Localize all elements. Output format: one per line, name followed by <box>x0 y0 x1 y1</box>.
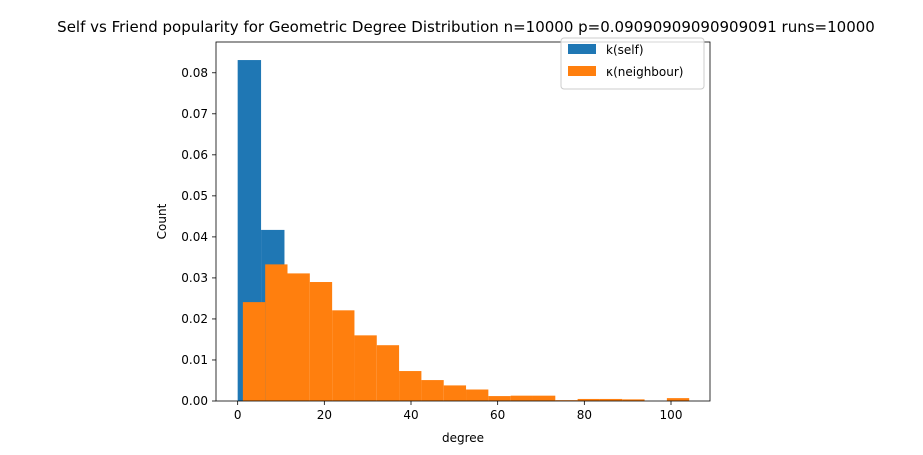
neighbour-bar-3 <box>287 273 310 401</box>
neighbour-bar-16 <box>577 398 600 401</box>
x-tick-label: 20 <box>317 408 332 422</box>
y-tick-label: 0.06 <box>181 148 208 162</box>
x-axis-ticks: 0 20 40 60 80 100 <box>234 401 683 422</box>
x-axis-label: degree <box>442 431 484 445</box>
legend-swatch-self <box>568 44 596 54</box>
neighbour-bar-12 <box>488 396 511 401</box>
legend-box <box>560 37 705 90</box>
neighbour-bar-14 <box>532 395 556 401</box>
neighbour-bar-2 <box>265 264 288 401</box>
y-tick-label: 0.05 <box>181 189 208 203</box>
neighbour-bar-9 <box>421 380 444 401</box>
x-tick-label: 100 <box>660 408 683 422</box>
legend-label-self: k(self) <box>606 43 644 57</box>
chart-title: Self vs Friend popularity for Geometric … <box>57 18 875 36</box>
neighbour-bar-17 <box>599 398 623 401</box>
neighbour-bar-20 <box>666 398 690 401</box>
x-tick-label: 40 <box>403 408 418 422</box>
legend-swatch-neighbour <box>568 66 596 76</box>
neighbour-bar-18 <box>622 399 645 401</box>
x-tick-label: 60 <box>490 408 505 422</box>
y-tick-label: 0.07 <box>181 107 208 121</box>
series-neighbour-bars <box>242 264 690 401</box>
neighbour-bar-11 <box>466 389 489 401</box>
neighbour-bar-4 <box>309 282 333 401</box>
y-tick-label: 0.08 <box>181 66 208 80</box>
neighbour-bar-13 <box>510 395 533 401</box>
legend-label-neighbour: κ(neighbour) <box>606 65 683 79</box>
y-tick-label: 0.03 <box>181 271 208 285</box>
plot-frame <box>215 41 711 402</box>
y-axis-ticks: 0.00 0.01 0.02 0.03 0.04 0.05 0.06 0.07 0.08 <box>181 66 216 408</box>
y-axis-label: Count <box>155 203 169 239</box>
neighbour-bar-1 <box>242 302 266 401</box>
neighbour-bar-7 <box>376 345 400 401</box>
y-tick-label: 0.04 <box>181 230 208 244</box>
y-tick-label: 0.01 <box>181 353 208 367</box>
x-tick-label: 80 <box>577 408 592 422</box>
neighbour-bar-15 <box>555 400 578 401</box>
neighbour-bar-8 <box>399 371 422 401</box>
y-tick-label: 0.02 <box>181 312 208 326</box>
neighbour-bar-5 <box>332 310 355 401</box>
y-tick-label: 0.00 <box>181 394 208 408</box>
neighbour-bar-10 <box>443 385 467 401</box>
x-tick-label: 0 <box>234 408 242 422</box>
legend: k(self) κ(neighbour) <box>560 37 705 90</box>
neighbour-bar-6 <box>354 335 377 401</box>
